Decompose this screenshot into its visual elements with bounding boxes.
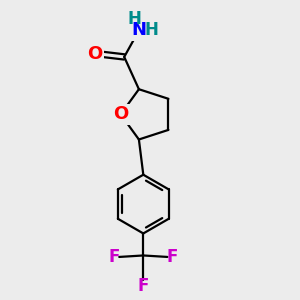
Text: H: H <box>128 10 141 28</box>
Text: F: F <box>138 277 149 295</box>
Text: O: O <box>87 45 103 63</box>
Text: F: F <box>108 248 120 266</box>
Text: O: O <box>113 105 128 123</box>
Text: H: H <box>144 21 158 39</box>
Text: N: N <box>131 22 146 40</box>
Text: F: F <box>167 248 178 266</box>
